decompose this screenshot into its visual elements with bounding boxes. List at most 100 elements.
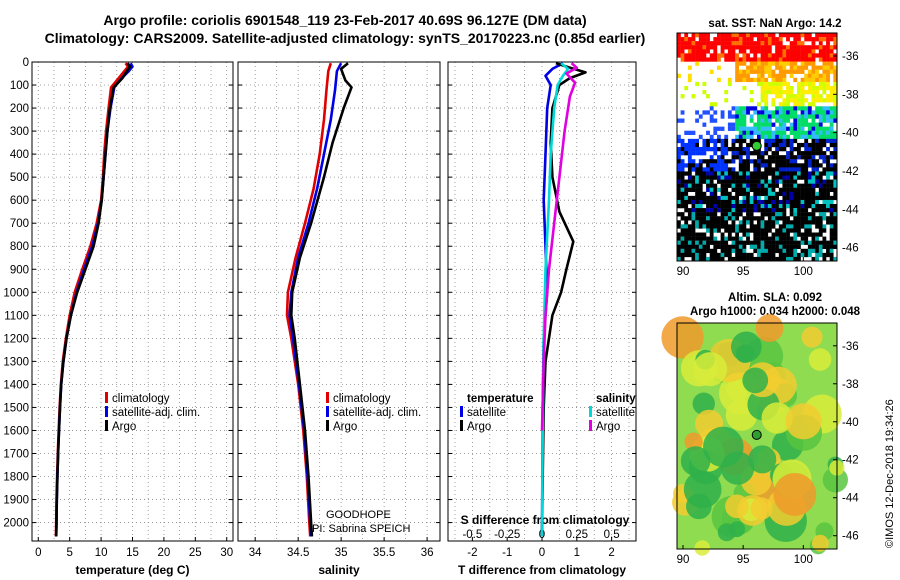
- map-cell: [698, 216, 703, 221]
- map-cell: [829, 236, 834, 241]
- map-cell: [786, 37, 790, 42]
- map-cell: [731, 256, 736, 262]
- map-cell: [826, 114, 830, 119]
- map-cell: [811, 138, 816, 144]
- map-cell: [789, 167, 794, 172]
- map-cell: [826, 53, 830, 58]
- map-cell: [804, 191, 809, 197]
- map-cell: [709, 216, 714, 221]
- map-cell: [786, 134, 790, 140]
- map-cell: [749, 114, 754, 119]
- map-cell: [775, 208, 780, 213]
- map-cell: [757, 163, 761, 168]
- map-cell: [724, 191, 729, 197]
- map-cell: [757, 244, 761, 249]
- map-cell: [767, 191, 772, 197]
- map-cell: [691, 163, 696, 168]
- y-tick-label: 300: [10, 126, 29, 138]
- map-cell: [800, 45, 805, 50]
- map-cell: [684, 147, 689, 152]
- map-cell: [778, 41, 783, 46]
- map-cell: [800, 167, 805, 172]
- map-cell: [789, 183, 794, 188]
- map-cell: [687, 151, 692, 156]
- legend-swatch-climatology: [105, 392, 108, 403]
- map-cell: [757, 61, 761, 66]
- map-cell: [757, 236, 761, 241]
- map-cell: [724, 187, 729, 192]
- map-cell: [807, 134, 812, 140]
- map-cell: [818, 53, 823, 58]
- map-cell: [695, 142, 700, 148]
- project-annotation: GOODHOPE: [326, 509, 391, 521]
- map-cell: [680, 216, 685, 221]
- map-cell: [811, 195, 816, 201]
- map-cell: [807, 187, 812, 192]
- map-cell: [833, 73, 838, 78]
- map-cell: [782, 163, 787, 168]
- map-cell: [789, 208, 794, 213]
- map-cell: [749, 151, 754, 156]
- map-cell: [695, 208, 700, 213]
- map-cell: [713, 175, 718, 180]
- map-cell: [746, 183, 750, 188]
- map-cell: [815, 256, 820, 262]
- map-cell: [727, 216, 732, 221]
- map-cell: [687, 228, 692, 233]
- map-cell: [757, 179, 761, 184]
- map-cell: [800, 85, 805, 91]
- map-cell: [742, 57, 747, 62]
- map-cell: [818, 94, 823, 99]
- map-cell: [804, 183, 809, 188]
- map-cell: [764, 81, 769, 87]
- map-cell: [829, 183, 834, 188]
- map-cell: [742, 167, 747, 172]
- map-cell: [764, 236, 769, 241]
- lat-tick-label: -46: [842, 531, 859, 543]
- map-cell: [764, 37, 769, 42]
- lat-tick-label: -46: [842, 243, 859, 255]
- map-cell: [826, 199, 830, 205]
- map-cell: [782, 240, 787, 245]
- map-cell: [822, 90, 827, 95]
- map-cell: [677, 183, 681, 188]
- map-cell: [786, 69, 790, 74]
- sla-map-title-line1: Altim. SLA: 0.092: [728, 292, 822, 304]
- lat-tick-label: -44: [842, 493, 859, 505]
- map-cell: [789, 138, 794, 144]
- map-cell: [753, 126, 758, 131]
- map-cell: [807, 73, 812, 78]
- map-cell: [691, 94, 696, 99]
- map-cell: [800, 53, 805, 58]
- map-cell: [742, 126, 747, 131]
- map-cell: [767, 220, 772, 225]
- map-cell: [775, 199, 780, 205]
- map-cell: [793, 65, 798, 70]
- map-cell: [713, 53, 718, 58]
- map-cell: [677, 244, 681, 249]
- map-cell: [742, 85, 747, 91]
- map-cell: [753, 236, 758, 241]
- map-cell: [800, 33, 805, 38]
- map-cell: [833, 69, 838, 74]
- map-cell: [687, 163, 692, 168]
- x-tick-label: 34: [249, 547, 262, 559]
- map-cell: [738, 130, 743, 135]
- map-cell: [735, 216, 740, 221]
- temperature-panel: 0100200300400500600700800900100011001200…: [3, 57, 234, 577]
- map-cell: [786, 244, 790, 249]
- map-cell: [807, 204, 812, 209]
- map-cell: [775, 73, 780, 78]
- map-cell: [811, 159, 816, 164]
- x-axis-label: salinity: [318, 563, 360, 577]
- y-tick-label: 1600: [3, 425, 29, 437]
- map-cell: [793, 102, 798, 107]
- map-cell: [815, 147, 820, 152]
- map-cell: [815, 33, 820, 38]
- map-cell: [818, 138, 823, 144]
- map-cell: [717, 77, 721, 83]
- map-cell: [742, 171, 747, 176]
- map-cell: [717, 252, 721, 258]
- map-cell: [724, 57, 729, 62]
- legend-swatch-s-satellite: [589, 406, 592, 417]
